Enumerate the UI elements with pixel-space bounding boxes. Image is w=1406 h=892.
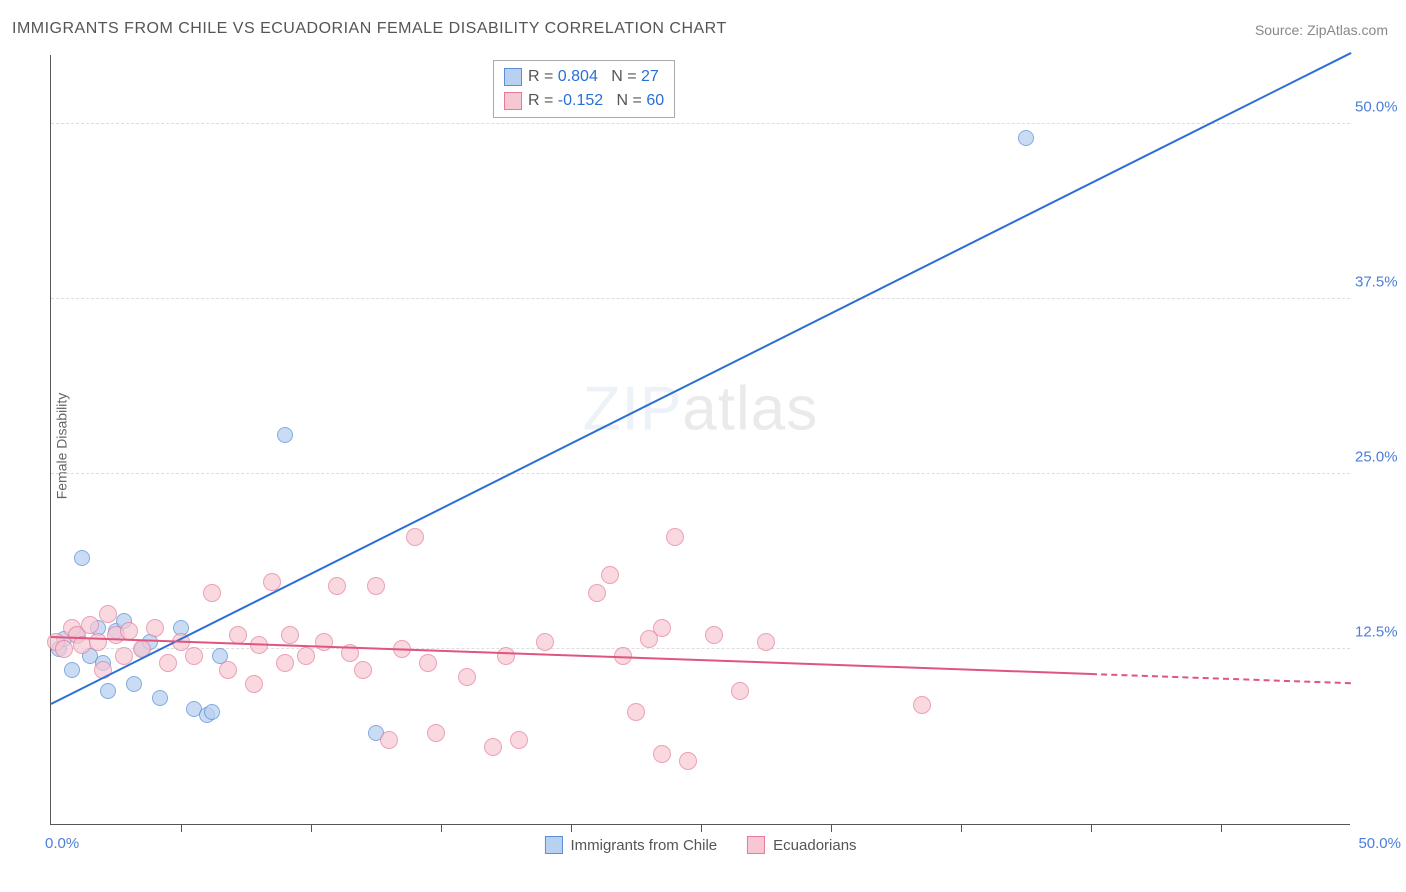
watermark: ZIPatlas [583, 373, 818, 444]
x-tick [701, 824, 702, 832]
x-tick [441, 824, 442, 832]
legend-label: Ecuadorians [773, 837, 856, 854]
regression-line [1091, 673, 1351, 684]
data-point [1018, 130, 1034, 146]
x-tick [311, 824, 312, 832]
data-point [458, 668, 476, 686]
data-point [419, 654, 437, 672]
x-tick [1221, 824, 1222, 832]
data-point [731, 682, 749, 700]
data-point [406, 528, 424, 546]
data-point [120, 622, 138, 640]
regression-line [51, 52, 1352, 705]
data-point [913, 696, 931, 714]
x-tick-label: 0.0% [45, 835, 79, 852]
legend-item: Immigrants from Chile [544, 836, 717, 854]
data-point [588, 584, 606, 602]
data-point [204, 704, 220, 720]
chart-container: IMMIGRANTS FROM CHILE VS ECUADORIAN FEMA… [0, 0, 1406, 892]
plot-area: ZIPatlas 12.5%25.0%37.5%50.0%0.0%50.0%R … [50, 55, 1350, 825]
data-point [354, 661, 372, 679]
data-point [497, 647, 515, 665]
data-point [601, 566, 619, 584]
data-point [510, 731, 528, 749]
data-point [757, 633, 775, 651]
y-tick-label: 12.5% [1355, 624, 1406, 641]
x-tick [831, 824, 832, 832]
legend-label: Immigrants from Chile [570, 837, 717, 854]
data-point [229, 626, 247, 644]
series-legend: Immigrants from Chile Ecuadorians [544, 836, 856, 854]
data-point [203, 584, 221, 602]
data-point [245, 675, 263, 693]
gridline [51, 648, 1350, 649]
data-point [380, 731, 398, 749]
data-point [536, 633, 554, 651]
data-point [276, 654, 294, 672]
data-point [653, 745, 671, 763]
legend-row: R = 0.804 N = 27 [504, 65, 664, 89]
legend-row: R = -0.152 N = 60 [504, 89, 664, 113]
data-point [281, 626, 299, 644]
data-point [159, 654, 177, 672]
data-point [74, 550, 90, 566]
legend-text: R = 0.804 N = 27 [528, 68, 659, 86]
data-point [679, 752, 697, 770]
data-point [126, 676, 142, 692]
data-point [81, 616, 99, 634]
data-point [484, 738, 502, 756]
gridline [51, 298, 1350, 299]
data-point [55, 640, 73, 658]
x-tick [961, 824, 962, 832]
data-point [705, 626, 723, 644]
chart-title: IMMIGRANTS FROM CHILE VS ECUADORIAN FEMA… [12, 20, 727, 38]
correlation-legend: R = 0.804 N = 27 R = -0.152 N = 60 [493, 60, 675, 118]
y-tick-label: 37.5% [1355, 274, 1406, 291]
data-point [89, 633, 107, 651]
gridline [51, 473, 1350, 474]
data-point [367, 577, 385, 595]
data-point [653, 619, 671, 637]
legend-swatch [747, 836, 765, 854]
data-point [64, 662, 80, 678]
legend-swatch [504, 68, 522, 86]
data-point [627, 703, 645, 721]
source-label: Source: ZipAtlas.com [1255, 22, 1388, 38]
x-tick-label: 50.0% [1358, 835, 1401, 852]
gridline [51, 123, 1350, 124]
data-point [99, 605, 117, 623]
legend-swatch [544, 836, 562, 854]
data-point [427, 724, 445, 742]
data-point [152, 690, 168, 706]
legend-text: R = -0.152 N = 60 [528, 92, 664, 110]
data-point [328, 577, 346, 595]
legend-item: Ecuadorians [747, 836, 856, 854]
data-point [146, 619, 164, 637]
y-tick-label: 50.0% [1355, 99, 1406, 116]
x-tick [571, 824, 572, 832]
x-tick [181, 824, 182, 832]
data-point [666, 528, 684, 546]
data-point [100, 683, 116, 699]
data-point [185, 647, 203, 665]
data-point [277, 427, 293, 443]
legend-swatch [504, 92, 522, 110]
data-point [315, 633, 333, 651]
data-point [297, 647, 315, 665]
data-point [219, 661, 237, 679]
regression-line [51, 636, 1091, 675]
x-tick [1091, 824, 1092, 832]
y-tick-label: 25.0% [1355, 449, 1406, 466]
